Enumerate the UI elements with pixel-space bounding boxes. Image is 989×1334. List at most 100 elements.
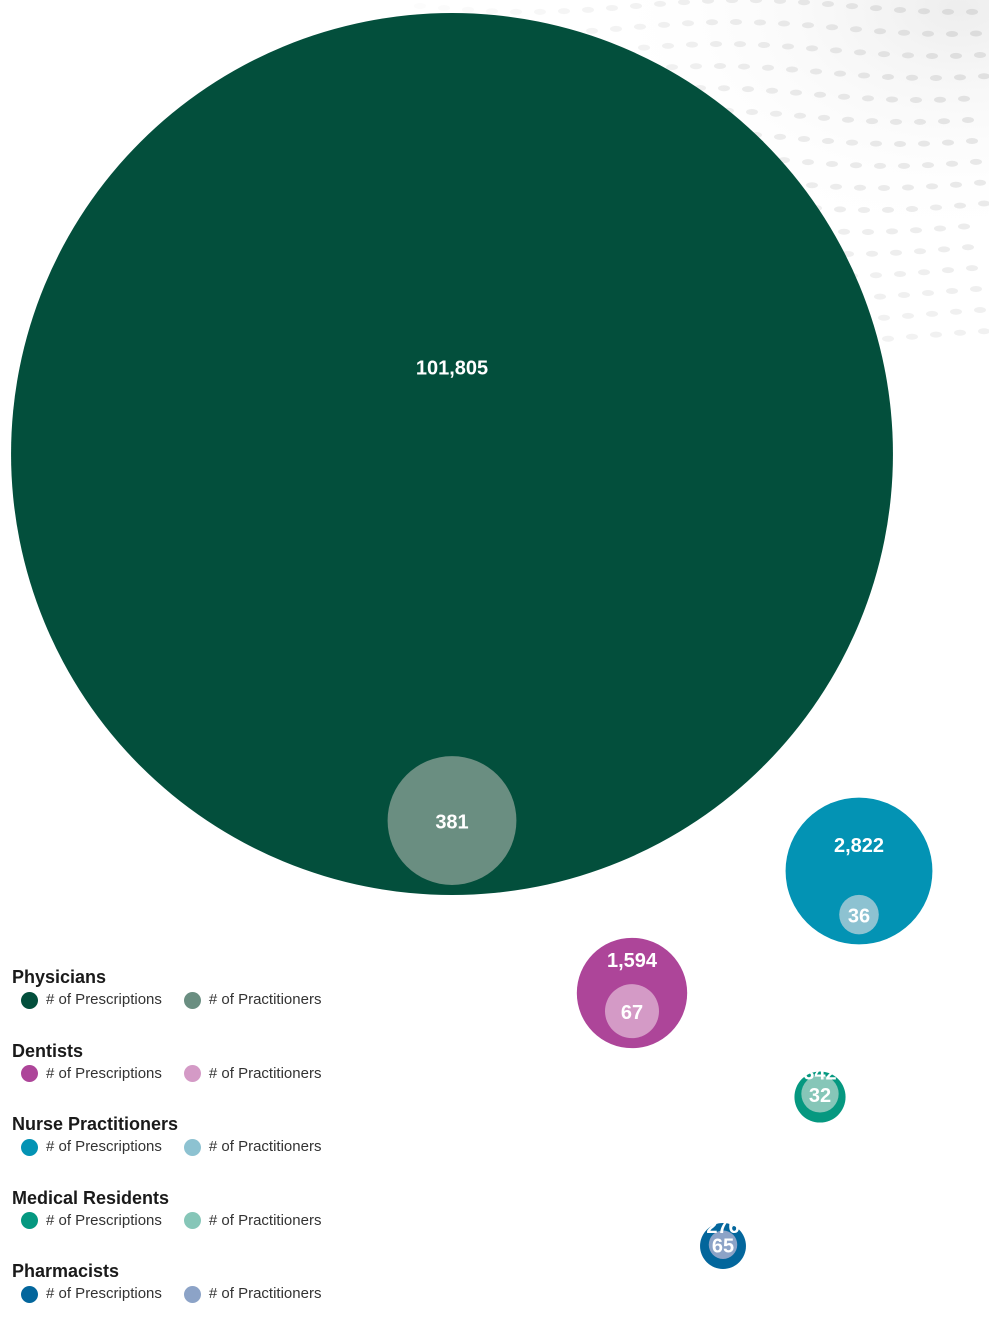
decor-dot <box>966 8 978 15</box>
bubble-label-physicians-prescriptions: 101,805 <box>416 358 488 380</box>
legend-label: # of Prescriptions <box>46 1285 162 1302</box>
legend-label: # of Prescriptions <box>46 1064 162 1082</box>
decor-dot <box>510 8 522 15</box>
legend-item-nurse-practitioners-prescriptions: # of Prescriptions <box>21 1137 162 1157</box>
decor-dot <box>666 64 678 71</box>
legend-group-nurse-practitioners: Nurse Practitioners # of Prescriptions #… <box>12 1113 432 1187</box>
decor-dot <box>890 249 902 256</box>
legend-dot-icon <box>21 1285 38 1303</box>
decor-dot <box>902 312 914 319</box>
decor-dot <box>798 0 810 6</box>
decor-dot <box>922 290 934 297</box>
decor-dot <box>870 272 882 279</box>
bubble-nurse-practitioners-prescriptions <box>785 797 933 945</box>
legend-title-nurse-practitioners: Nurse Practitioners <box>12 1114 179 1134</box>
decor-dot <box>830 183 842 190</box>
decor-dot <box>958 223 970 230</box>
legend-item-dentists-practitioners: # of Practitioners <box>183 1064 322 1084</box>
decor-dot <box>906 333 918 340</box>
bubble-label-pharmacists-prescriptions: 276 <box>706 1216 739 1238</box>
bubble-dentists-practitioners <box>604 984 660 1039</box>
decor-dot <box>906 205 918 212</box>
decor-dot <box>810 68 822 75</box>
legend-item-pharmacists-prescriptions: # of Prescriptions <box>21 1284 162 1304</box>
decor-dot <box>930 74 942 81</box>
decor-dot <box>582 6 594 13</box>
legend-item-physicians-practitioners: # of Practitioners <box>183 990 322 1010</box>
decor-dot <box>870 5 882 12</box>
legend-dot-icon <box>183 1138 201 1156</box>
legend-dot-icon <box>183 1212 201 1229</box>
decor-dot <box>862 228 874 235</box>
decor-dot <box>834 206 846 213</box>
decor-dot <box>414 3 426 9</box>
decor-dot <box>774 133 786 140</box>
decor-dot <box>962 116 974 123</box>
decor-dot <box>978 328 989 335</box>
decor-dot <box>734 41 746 48</box>
decor-dot <box>826 160 838 167</box>
legend-item-physicians-prescriptions: # of Prescriptions <box>21 990 162 1010</box>
decor-dot <box>954 74 966 81</box>
decor-dot <box>882 206 894 213</box>
decor-dot <box>874 293 886 300</box>
decor-dot <box>702 0 714 4</box>
decor-dot <box>726 0 738 4</box>
legend-title-dentists: Dentists <box>12 1040 84 1061</box>
decor-dot <box>846 139 858 146</box>
decor-dot <box>886 228 898 235</box>
decor-dot <box>970 158 982 165</box>
decor-dot <box>638 44 650 51</box>
decor-dot <box>746 108 758 115</box>
decor-dot <box>930 204 942 211</box>
decor-dot <box>902 52 914 59</box>
legend-dot-icon <box>183 991 201 1009</box>
decor-dot <box>958 95 970 102</box>
decor-dot <box>710 41 722 48</box>
decor-dot <box>846 3 858 10</box>
bubble-label-dentists-practitioners: 67 <box>621 1002 643 1024</box>
legend-label: # of Practitioners <box>208 1285 322 1302</box>
decor-dot <box>906 74 918 81</box>
decor-dot <box>874 28 886 35</box>
legend-dot-icon <box>183 1065 201 1082</box>
decor-dot <box>870 140 882 147</box>
decor-dot <box>966 265 978 272</box>
decor-dot <box>762 64 774 71</box>
decor-dot <box>918 8 930 15</box>
legend-group-pharmacists: Pharmacists # of Prescriptions # of Prac… <box>12 1260 432 1334</box>
decor-dot <box>686 41 698 48</box>
legend-label: # of Practitioners <box>208 1064 322 1082</box>
decor-dot <box>978 200 989 207</box>
bubble-label-pharmacists-practitioners: 65 <box>712 1236 734 1258</box>
legend-title-pharmacists: Pharmacists <box>12 1261 120 1281</box>
decor-dot <box>858 72 870 79</box>
decor-dot <box>898 29 910 36</box>
legend-title-physicians: Physicians <box>12 967 107 987</box>
decor-dot <box>714 63 726 70</box>
decor-dot <box>586 27 598 34</box>
legend-dot-icon <box>21 1065 38 1082</box>
legend-label: # of Prescriptions <box>46 1138 162 1155</box>
legend-item-nurse-practitioners-practitioners: # of Practitioners <box>183 1137 321 1157</box>
decor-dot <box>878 184 890 191</box>
decor-dot <box>914 248 926 255</box>
decor-dot <box>706 19 718 26</box>
decor-dot <box>802 22 814 29</box>
decor-dot <box>946 30 958 37</box>
legend-title-medical-residents: Medical Residents <box>12 1187 170 1208</box>
bubble-label-medical-residents-practitioners: 32 <box>809 1085 831 1107</box>
decor-dot <box>558 8 570 15</box>
decor-dot <box>926 310 938 317</box>
decor-dot <box>950 52 962 59</box>
decor-dot <box>894 140 906 147</box>
decor-dot <box>914 118 926 125</box>
decor-dot <box>942 267 954 274</box>
legend-label: # of Practitioners <box>208 991 322 1008</box>
decor-dot <box>882 73 894 80</box>
decor-dot <box>918 269 930 276</box>
bubble-label-medical-residents-prescriptions: 342 <box>803 1062 836 1084</box>
decor-dot <box>766 87 778 94</box>
decor-dot <box>814 91 826 98</box>
decor-dot <box>730 19 742 26</box>
